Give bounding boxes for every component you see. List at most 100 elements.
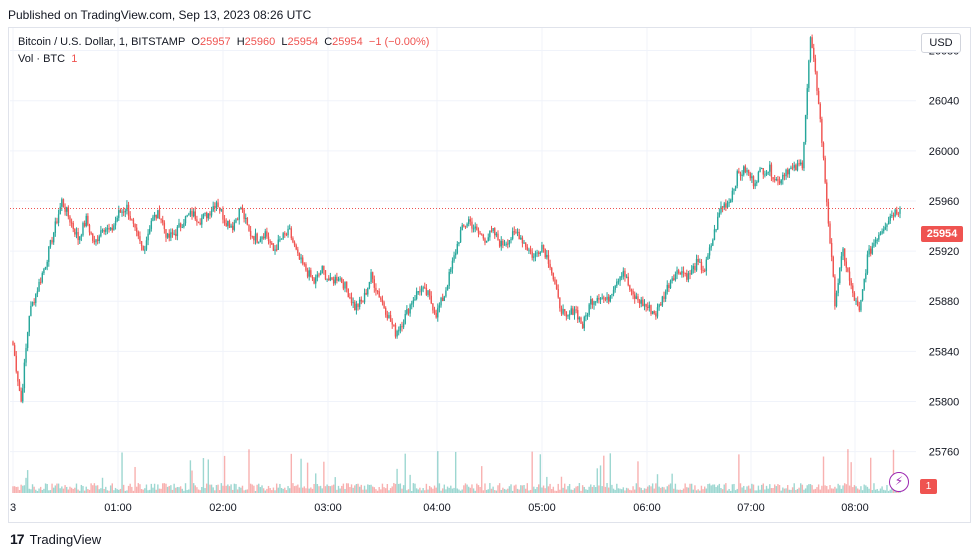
candle-body [227, 221, 229, 227]
candle-body [599, 298, 602, 300]
candle-body [129, 215, 131, 220]
candle-body [77, 232, 79, 241]
candle-body [352, 302, 354, 304]
volume-bar [391, 486, 393, 493]
candle-body [149, 228, 151, 234]
candle-body [586, 314, 589, 316]
candle-body [743, 166, 745, 175]
candle-body [731, 190, 734, 201]
volume-bar [235, 484, 237, 493]
volume-bar [837, 483, 839, 493]
candle-body [236, 219, 239, 221]
volume-bar [616, 483, 618, 493]
candle-body [365, 292, 367, 295]
candle-body [22, 388, 24, 402]
candle-body [153, 214, 156, 217]
candle-body [856, 300, 859, 307]
candle-body [796, 163, 799, 171]
volume-bar [393, 483, 395, 493]
candle-body [687, 273, 690, 280]
volume-bar [417, 489, 419, 493]
volume-bar [806, 485, 808, 493]
candle-body [85, 215, 87, 227]
volume-bar [456, 488, 459, 493]
volume-bar [500, 489, 502, 493]
y-tick-label: 25800 [929, 397, 960, 409]
symbol-legend[interactable]: Bitcoin / U.S. Dollar, 1, BITSTAMP O2595… [18, 36, 429, 48]
volume-bar [666, 486, 668, 493]
candle-body [354, 302, 356, 311]
candle-body [625, 276, 628, 278]
volume-bar [336, 489, 338, 493]
volume-bar [15, 486, 17, 493]
candle-body [531, 251, 533, 258]
candle-body [93, 240, 96, 243]
volume-bar [28, 488, 30, 493]
lightning-icon[interactable]: ⚡ [889, 472, 909, 492]
candle-body [205, 212, 208, 219]
candle-body [837, 283, 839, 294]
candle-body [503, 244, 506, 246]
candle-body [730, 200, 732, 203]
volume-bar [528, 490, 530, 493]
volume-bar [757, 485, 760, 493]
volume-bar [884, 490, 887, 493]
volume-bar [723, 484, 725, 493]
volume-bar [879, 488, 882, 493]
volume-bar [352, 487, 354, 493]
candle-body [131, 219, 133, 221]
candle-body [681, 271, 683, 275]
volume-bar [772, 488, 774, 493]
candle-body [666, 284, 668, 292]
candle-body [692, 265, 695, 270]
volume-bar [673, 488, 675, 493]
volume-bar [178, 487, 180, 493]
candle-body [74, 228, 76, 235]
candle-body [106, 227, 109, 230]
candle-body [122, 211, 125, 213]
volume-bar [782, 487, 784, 493]
candle-body [518, 231, 520, 240]
volume-bar [718, 483, 721, 493]
candle-body [108, 227, 110, 230]
candle-body [819, 103, 821, 120]
currency-button[interactable]: USD [921, 33, 961, 53]
candle-body [90, 232, 92, 234]
candle-body [79, 236, 81, 241]
volume-bar [407, 489, 410, 493]
volume-bar [334, 477, 336, 493]
tradingview-logo[interactable]: 17 TradingView [10, 531, 101, 547]
candle-body [157, 210, 159, 219]
candle-body [751, 176, 753, 179]
candle-body [103, 230, 105, 232]
candle-body [435, 312, 437, 318]
volume-bar [261, 485, 263, 493]
volume-bar [362, 489, 364, 493]
candle-body [884, 227, 887, 230]
high-label: H [236, 36, 245, 48]
volume-bar [306, 462, 309, 493]
candle-body [777, 179, 779, 182]
volume-bar [214, 490, 216, 493]
candle-body [658, 304, 660, 308]
volume-bar [373, 487, 376, 493]
candle-body [456, 243, 459, 254]
volume-bar [453, 487, 455, 493]
candle-body [272, 243, 275, 251]
candle-body [559, 297, 561, 309]
candle-body [310, 270, 312, 277]
volume-bar [300, 458, 302, 493]
volume-bar [627, 488, 629, 493]
candle-body [437, 307, 439, 318]
volume-bar [778, 485, 781, 493]
candle-body [879, 233, 882, 235]
chart-frame[interactable] [8, 27, 971, 523]
volume-bar [122, 484, 125, 493]
volume-bar [52, 487, 55, 493]
volume-legend[interactable]: Vol · BTC 1 [18, 53, 77, 65]
candle-body [69, 216, 71, 223]
candle-body [865, 273, 867, 279]
volume-bar [422, 488, 424, 493]
volume-bar [236, 489, 239, 493]
